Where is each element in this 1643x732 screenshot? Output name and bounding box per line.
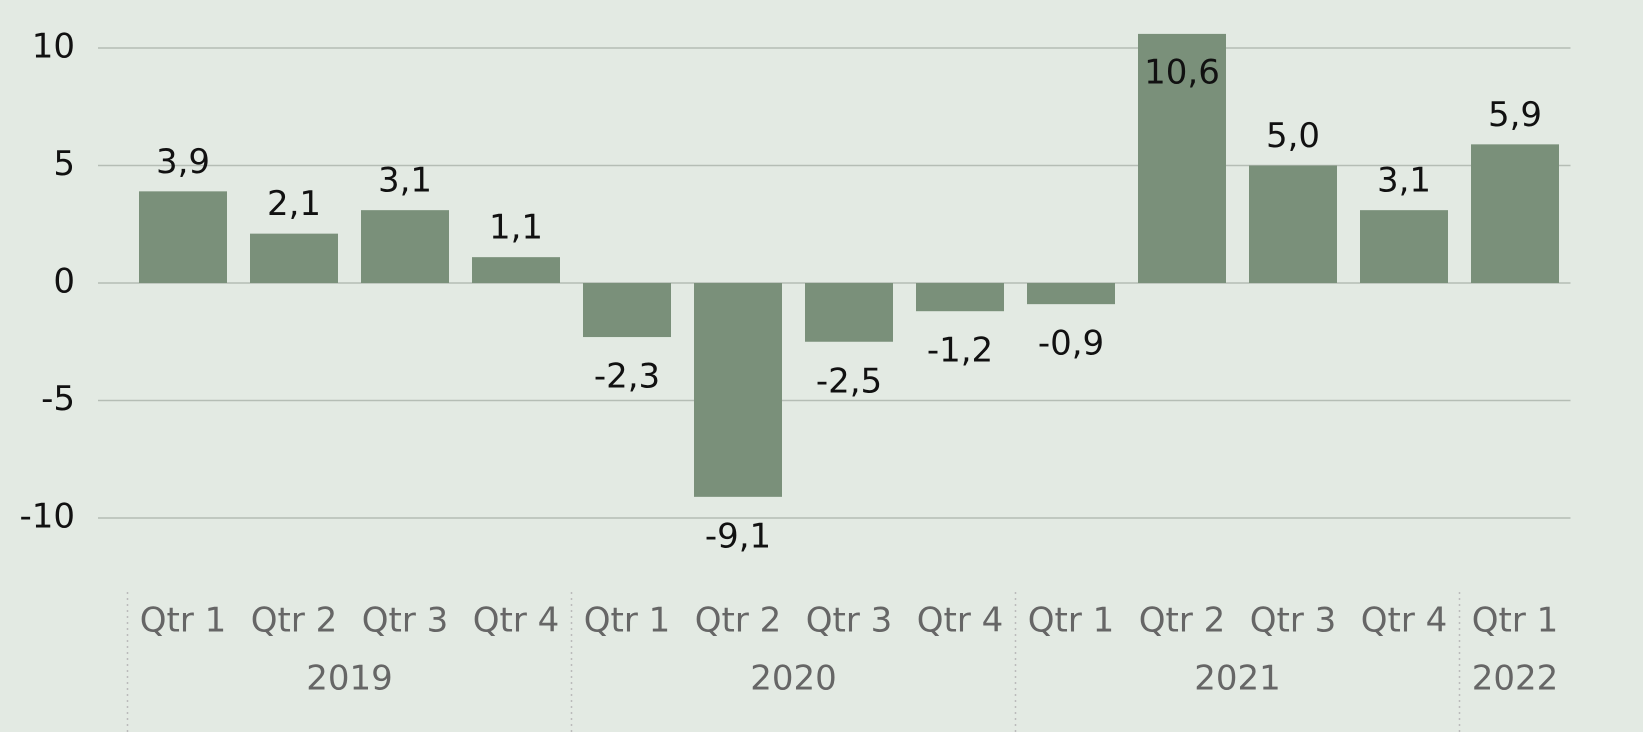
bar xyxy=(1471,144,1559,283)
y-tick-label: -5 xyxy=(41,379,75,419)
bar xyxy=(1360,210,1448,283)
bar xyxy=(361,210,449,283)
group-label: 2020 xyxy=(750,659,837,699)
bar xyxy=(583,283,671,338)
value-label: 5,9 xyxy=(1488,95,1542,135)
value-label: 10,6 xyxy=(1144,52,1220,92)
x-tick-label: Qtr 4 xyxy=(1361,601,1448,641)
value-label: 5,0 xyxy=(1266,116,1320,156)
value-label: -2,3 xyxy=(594,357,660,397)
x-tick-label: Qtr 2 xyxy=(695,601,782,641)
bar xyxy=(916,283,1004,312)
group-label: 2019 xyxy=(306,659,393,699)
bar xyxy=(472,257,560,283)
value-label: -0,9 xyxy=(1038,324,1104,364)
value-label: 3,1 xyxy=(1377,161,1431,201)
value-label: -1,2 xyxy=(927,331,993,371)
x-tick-label: Qtr 2 xyxy=(251,601,338,641)
bar xyxy=(1249,165,1337,283)
y-tick-label: 10 xyxy=(32,27,75,67)
bar xyxy=(1138,33,1226,284)
x-tick-label: Qtr 2 xyxy=(1139,601,1226,641)
x-tick-label: Qtr 1 xyxy=(140,601,227,641)
group-label: 2021 xyxy=(1194,659,1281,699)
x-tick-label: Qtr 3 xyxy=(806,601,893,641)
x-tick-label: Qtr 1 xyxy=(584,601,671,641)
x-tick-label: Qtr 1 xyxy=(1028,601,1115,641)
value-label: 3,1 xyxy=(378,161,432,201)
x-tick-label: Qtr 3 xyxy=(362,601,449,641)
group-label: 2022 xyxy=(1472,659,1559,699)
bar xyxy=(250,233,338,283)
value-label: 2,1 xyxy=(267,184,321,224)
bar xyxy=(139,191,227,283)
bar xyxy=(805,283,893,342)
x-tick-label: Qtr 3 xyxy=(1250,601,1337,641)
bar xyxy=(694,283,782,497)
bar xyxy=(1027,283,1115,305)
y-tick-label: 5 xyxy=(53,144,75,184)
y-tick-label: 0 xyxy=(53,262,75,302)
value-label: -9,1 xyxy=(705,516,771,556)
y-tick-label: -10 xyxy=(19,497,75,537)
x-tick-label: Qtr 1 xyxy=(1472,601,1559,641)
value-label: 3,9 xyxy=(156,142,210,182)
value-label: -2,5 xyxy=(816,361,882,401)
x-tick-label: Qtr 4 xyxy=(917,601,1004,641)
x-tick-label: Qtr 4 xyxy=(473,601,560,641)
value-label: 1,1 xyxy=(489,208,543,248)
